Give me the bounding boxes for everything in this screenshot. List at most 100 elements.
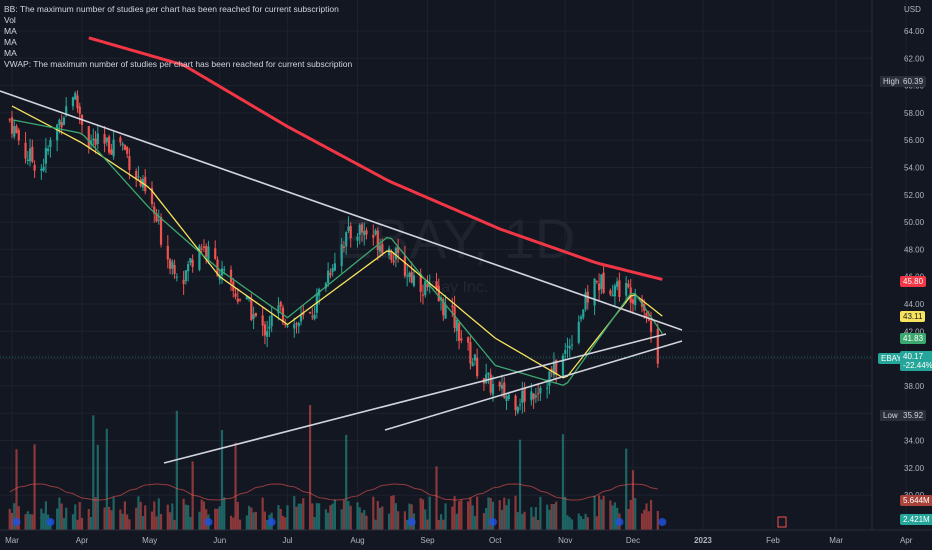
- ma-fast-value-tag: 41.83: [900, 333, 927, 344]
- candle-body: [548, 371, 551, 386]
- earnings-marker-icon[interactable]: [777, 516, 787, 528]
- trendlines[interactable]: [0, 90, 683, 464]
- candle-body: [546, 387, 549, 389]
- candle-body: [270, 315, 273, 327]
- trendline-lower-1[interactable]: [163, 333, 667, 464]
- candle-body: [503, 382, 506, 398]
- event-markers[interactable]: [12, 516, 787, 528]
- legend-ma-2[interactable]: MA: [4, 37, 17, 47]
- volume-bar: [105, 428, 108, 530]
- candle-body: [42, 166, 45, 171]
- volume-bar: [482, 513, 486, 530]
- volume-bar: [123, 501, 127, 530]
- candle-body: [200, 248, 203, 250]
- volume-bar: [600, 499, 603, 530]
- candle-body: [286, 325, 289, 327]
- volume-bar: [473, 516, 477, 530]
- price-tick: 54.00: [904, 164, 925, 173]
- candle-body: [236, 298, 239, 302]
- candle-body: [487, 372, 490, 375]
- volume-bar: [451, 506, 454, 530]
- volume-bar: [76, 519, 79, 530]
- volume-bar: [455, 513, 458, 530]
- volume-bar: [643, 509, 646, 530]
- volume-bar: [58, 497, 61, 530]
- candle-body: [126, 147, 129, 154]
- candle-body: [153, 206, 156, 214]
- volume-bar: [119, 509, 122, 530]
- candle-body: [539, 387, 542, 394]
- event-marker-icon[interactable]: [204, 518, 213, 526]
- candle-body: [261, 315, 264, 326]
- volume-bar: [372, 496, 375, 530]
- candle-body: [263, 324, 267, 336]
- volume-bar: [358, 507, 361, 530]
- candle-body: [295, 323, 298, 325]
- volume-bar: [457, 501, 461, 530]
- candle-body: [56, 124, 59, 141]
- candle-body: [87, 126, 90, 148]
- candle-body: [47, 148, 50, 152]
- volume-bar: [141, 516, 145, 530]
- candle-body: [327, 270, 330, 284]
- volume-bar: [331, 503, 334, 530]
- volume-bar: [216, 508, 219, 530]
- candle-body: [360, 224, 364, 233]
- candle-body: [26, 159, 29, 162]
- volume-bar: [376, 501, 379, 530]
- event-marker-icon[interactable]: [267, 518, 276, 526]
- legend-ma-1[interactable]: MA: [4, 26, 17, 36]
- volume-bar: [568, 517, 571, 530]
- candle-body: [566, 345, 569, 348]
- volume-bar: [110, 510, 113, 530]
- volume-bar: [327, 512, 330, 530]
- candle-body: [356, 236, 359, 241]
- volume-bar: [503, 497, 506, 530]
- volume-bar: [166, 504, 169, 530]
- time-tick: 2023: [694, 536, 712, 545]
- candle-body: [645, 312, 648, 318]
- candle-body: [137, 176, 140, 178]
- candle-body: [347, 226, 350, 232]
- legend-vol[interactable]: Vol: [4, 15, 16, 25]
- event-marker-icon[interactable]: [407, 518, 416, 526]
- trendline-lower-2[interactable]: [384, 340, 683, 431]
- legend-bb[interactable]: BB: The maximum number of studies per ch…: [4, 4, 339, 14]
- candle-body: [647, 319, 650, 321]
- volume-bar: [44, 501, 47, 530]
- candle-body: [521, 390, 524, 404]
- time-tick: Jun: [213, 536, 226, 545]
- volume-bar: [595, 516, 598, 530]
- volume-bar: [139, 501, 142, 530]
- event-marker-icon[interactable]: [12, 518, 21, 526]
- volume-bar: [356, 502, 359, 530]
- candle-body: [333, 263, 337, 271]
- volume-bar: [611, 505, 614, 530]
- event-marker-icon[interactable]: [46, 518, 55, 526]
- volume-bar: [229, 515, 233, 530]
- volume-bar: [92, 415, 95, 530]
- volume-bar: [187, 505, 190, 530]
- volume-bar: [238, 519, 242, 530]
- event-marker-icon[interactable]: [488, 518, 497, 526]
- volume-bar: [10, 512, 14, 530]
- candle-body: [144, 176, 147, 192]
- volume-bar: [200, 499, 203, 530]
- time-axis[interactable]: Mar Apr May Jun Jul Aug Sep Oct Nov Dec 2023 Feb Mar…: [5, 536, 932, 545]
- legend-ma-3[interactable]: MA: [4, 48, 17, 58]
- candle-body: [491, 384, 495, 395]
- price-axis[interactable]: 64.0062.0060.0058.0056.0054.0052.0050.00…: [904, 27, 925, 500]
- volume-bar: [333, 499, 337, 530]
- volume-bar: [182, 498, 185, 530]
- time-tick: May: [142, 536, 157, 545]
- trendline-upper[interactable]: [0, 90, 683, 331]
- candle-body: [514, 395, 517, 411]
- volume-bar: [311, 503, 314, 530]
- candle-body: [159, 217, 163, 245]
- event-marker-icon[interactable]: [615, 518, 624, 526]
- legend-vwap[interactable]: VWAP: The maximum number of studies per …: [4, 59, 353, 69]
- candle-body: [523, 387, 526, 402]
- event-marker-icon[interactable]: [658, 518, 667, 526]
- candle-body: [191, 259, 194, 267]
